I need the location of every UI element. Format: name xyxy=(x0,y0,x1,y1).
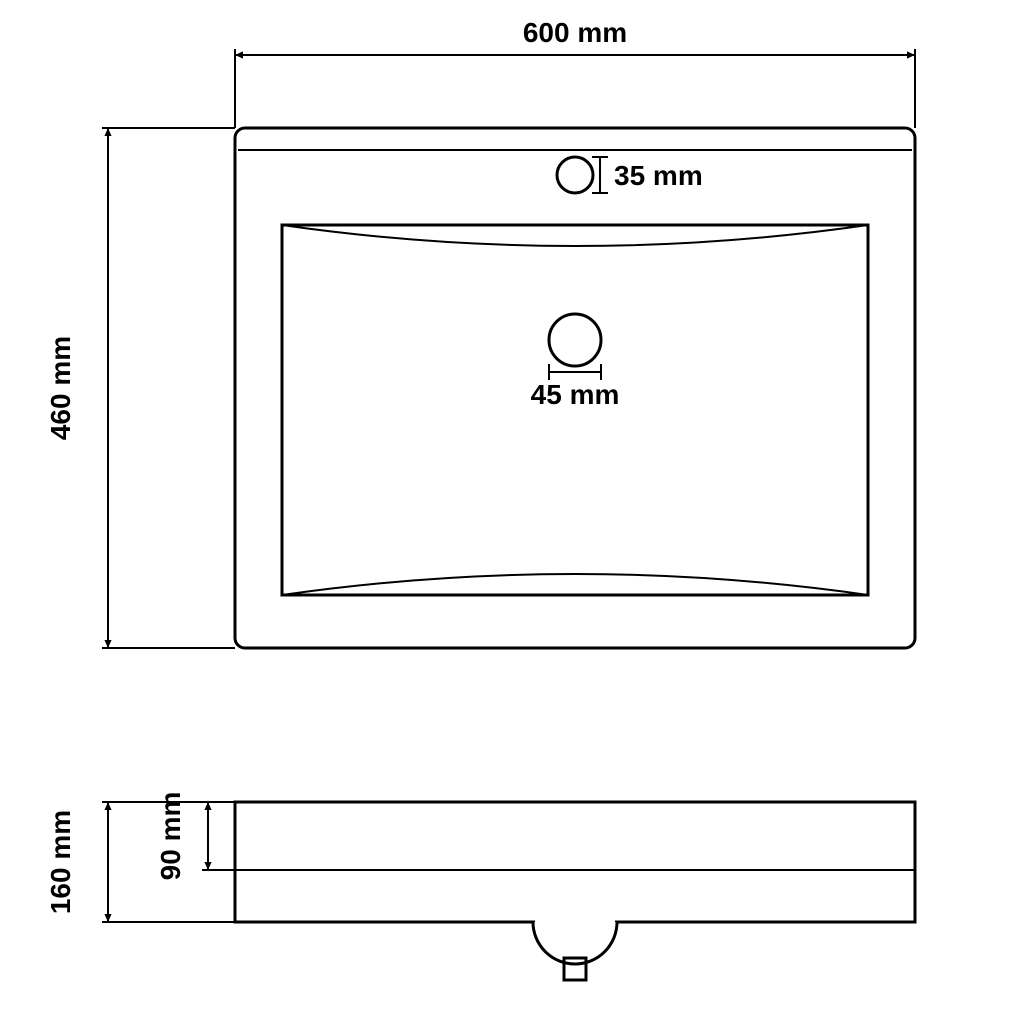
sink-side-outline xyxy=(235,802,915,922)
labels.faucet_hole: 35 mm xyxy=(614,160,703,191)
faucet-hole xyxy=(557,157,593,193)
labels.drain_hole: 45 mm xyxy=(531,379,620,410)
basin-top-curve xyxy=(282,225,868,246)
drain-hole xyxy=(549,314,601,366)
basin-bottom-curve xyxy=(282,574,868,595)
labels.rim_height: 90 mm xyxy=(155,792,186,881)
labels.height: 160 mm xyxy=(45,810,76,914)
labels.width: 600 mm xyxy=(523,17,627,48)
labels.depth: 460 mm xyxy=(45,336,76,440)
basin-outline xyxy=(282,225,868,595)
